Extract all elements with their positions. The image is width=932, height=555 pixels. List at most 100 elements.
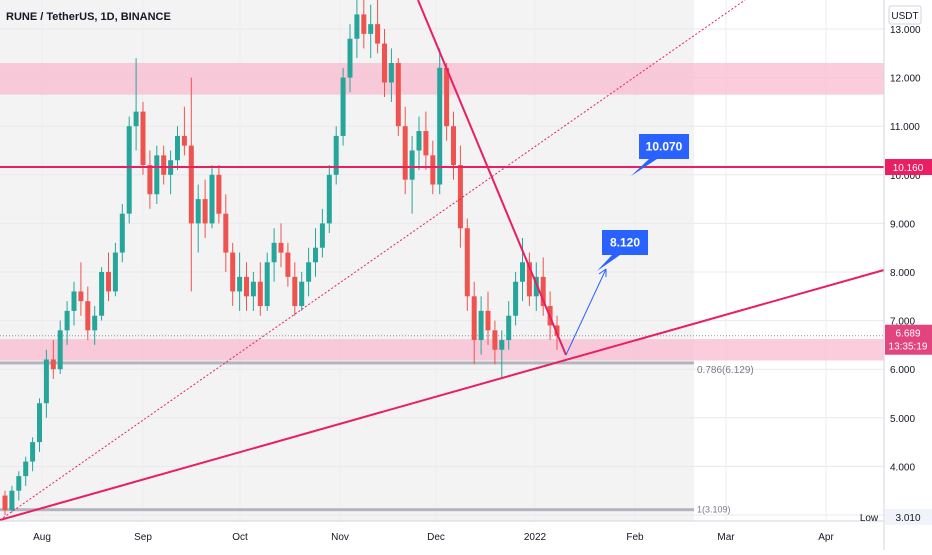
candle-body — [64, 310, 70, 331]
candle-body — [451, 126, 456, 166]
candle-body — [368, 24, 374, 34]
candle-body — [285, 252, 291, 277]
x-tick-label: Mar — [717, 532, 735, 543]
target-callout-8120[interactable]: 8.120 — [597, 230, 648, 271]
candle-body — [409, 150, 415, 180]
candle-body — [402, 126, 408, 180]
candle-body — [37, 403, 42, 443]
y-tick-label: 4.000 — [890, 462, 915, 473]
candle-body — [202, 199, 208, 224]
y-tick-label: 13.000 — [890, 25, 921, 36]
candle-body — [416, 131, 422, 151]
candle-body — [444, 67, 450, 127]
countdown-label: 13:35:19 — [889, 342, 928, 353]
fib-1-line — [0, 508, 694, 512]
candle-body — [540, 276, 546, 307]
candle-body — [533, 276, 539, 297]
target-callout-10070[interactable]: 10.070 — [631, 134, 689, 176]
candle-body — [216, 174, 222, 214]
resistance-price-label: 10.160 — [893, 163, 924, 174]
chart-title: RUNE / TetherUS, 1D, BINANCE — [6, 11, 171, 23]
target-callout-bubble — [631, 134, 689, 176]
candle-body — [9, 490, 15, 511]
candle-body — [554, 325, 560, 336]
x-tick-label: Sep — [134, 532, 152, 543]
x-tick-label: 2022 — [524, 532, 547, 543]
candle-body — [244, 276, 249, 297]
candle-body — [126, 126, 132, 214]
candle-body — [313, 247, 318, 263]
candle-body — [112, 252, 118, 292]
candle-body — [492, 330, 498, 350]
candle-body — [188, 145, 194, 224]
fib-1-label: 1(3.109) — [697, 505, 731, 515]
candle-body — [485, 310, 491, 331]
candle-body — [423, 131, 429, 156]
candle-body — [326, 174, 332, 224]
y-tick-label: 12.000 — [890, 74, 921, 85]
candle-body — [437, 67, 443, 185]
y-tick-label: 6.000 — [890, 365, 915, 376]
candle-body — [140, 111, 146, 166]
candle-body — [333, 135, 339, 175]
x-tick-label: Dec — [427, 532, 445, 543]
candle-body — [2, 495, 8, 511]
y-tick-label: 11.000 — [890, 122, 920, 133]
descending-trendline — [417, 0, 567, 356]
candle-body — [209, 174, 215, 224]
candle-body — [457, 165, 463, 229]
dotted-trend-ray — [0, 0, 746, 521]
candle-body — [16, 476, 22, 491]
candle-body — [57, 330, 63, 370]
candle-body — [154, 155, 160, 195]
candle-body — [526, 262, 532, 297]
candle-body — [181, 135, 187, 146]
target-callout-label: 8.120 — [610, 236, 640, 250]
x-tick-label: Oct — [232, 532, 248, 543]
x-ticks: Aug Sep Oct Nov Dec 2022 Feb Mar Apr — [33, 532, 834, 543]
candle-body — [306, 262, 312, 282]
fib-0786-line — [0, 361, 694, 365]
current-price-label: 6.689 — [895, 329, 920, 340]
candle-body — [264, 262, 270, 307]
candle-body — [430, 155, 436, 185]
candle-body — [71, 291, 77, 311]
candle-body — [119, 213, 125, 253]
candle-body — [471, 296, 477, 341]
candle-body — [464, 228, 470, 297]
candle-body — [361, 14, 367, 34]
candle-body — [319, 223, 325, 248]
candle-body — [257, 281, 263, 307]
candle-body — [395, 63, 401, 127]
candle-body — [161, 155, 167, 175]
candle-body — [223, 213, 229, 253]
candle-body — [292, 276, 298, 307]
candle-body — [99, 272, 105, 316]
y-tick-label: 7.000 — [890, 317, 915, 328]
currency-box[interactable] — [888, 5, 922, 25]
candle-body — [133, 111, 139, 127]
x-tick-label: Aug — [33, 532, 51, 543]
candle-body — [50, 359, 56, 370]
low-price-label: 3.010 — [895, 513, 920, 524]
x-tick-label: Apr — [818, 532, 834, 543]
candle-body — [354, 14, 360, 39]
candle-body — [388, 63, 394, 83]
candle-body — [195, 199, 201, 224]
x-tick-label: Nov — [331, 532, 349, 543]
target-callout-label: 10.070 — [646, 140, 683, 154]
candle-body — [382, 43, 387, 83]
y-tick-label: 10.000 — [890, 171, 921, 182]
y-axis-panel — [884, 0, 932, 550]
candle-body — [347, 38, 353, 78]
currency-label: USDT — [891, 11, 918, 22]
grid — [0, 0, 884, 521]
candle-body — [230, 252, 236, 292]
pink-zone — [0, 339, 884, 361]
current-price-tag — [885, 324, 932, 355]
candle-body — [513, 281, 519, 316]
fib-0786-label: 0.786(6.129) — [697, 365, 754, 376]
candle-body — [520, 262, 525, 282]
